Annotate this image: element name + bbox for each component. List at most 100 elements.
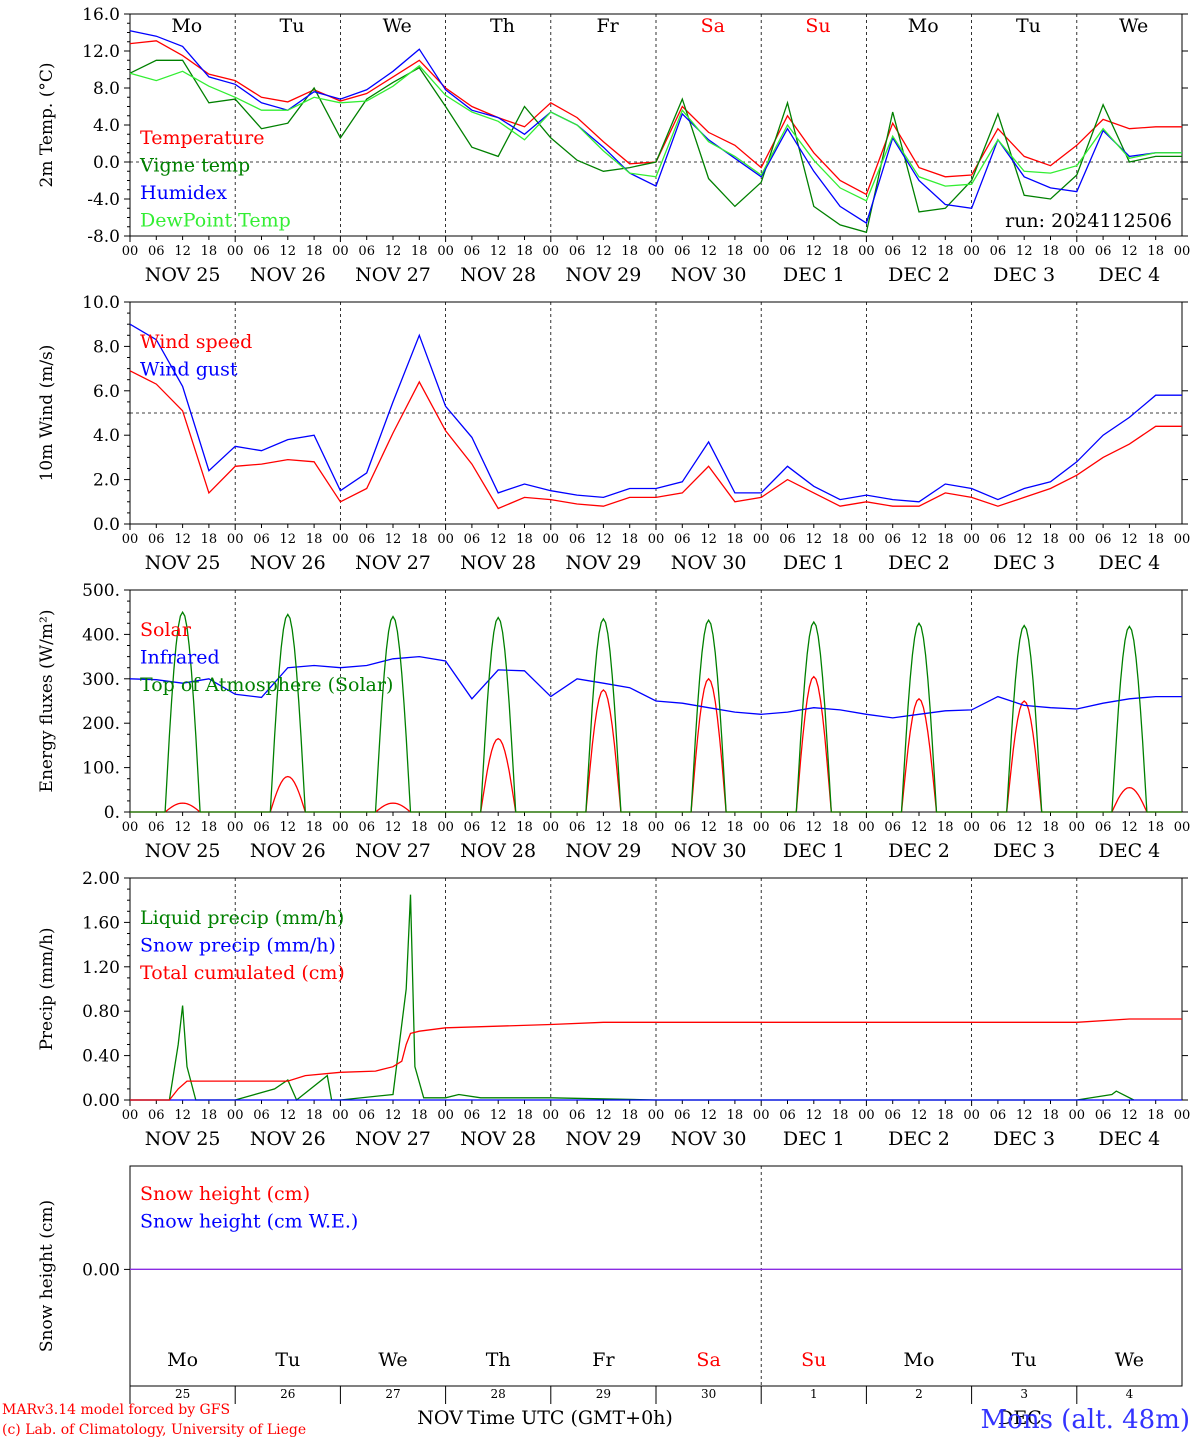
x-date-label: NOV 27 (355, 552, 431, 574)
x-hour-label: 06 (779, 532, 796, 547)
x-hour-label: 00 (1174, 244, 1191, 259)
x-hour-label: 06 (148, 532, 165, 547)
y-tick-label: 0.0 (93, 153, 120, 173)
x-hour-label: 00 (227, 1108, 244, 1123)
x-date-label: NOV 26 (250, 840, 326, 862)
y-tick-label: 0.80 (82, 1002, 120, 1022)
x-hour-label: 12 (174, 244, 191, 259)
x-date-label: NOV 29 (565, 1128, 641, 1150)
x-hour-label: 00 (963, 1108, 980, 1123)
x-hour-label: 06 (1095, 244, 1112, 259)
x-hour-label: 00 (858, 1108, 875, 1123)
weekday-label: Th (490, 15, 515, 37)
x-date-label: DEC 2 (888, 552, 950, 574)
x-hour-label: 00 (753, 532, 770, 547)
legend-entry: Snow precip (mm/h) (140, 935, 336, 957)
x-hour-label: 18 (201, 532, 218, 547)
legend-entry: Top of Atmosphere (Solar) (140, 674, 393, 696)
series-line-infrared (129, 655, 1182, 719)
x-hour-label: 06 (1095, 1108, 1112, 1123)
x-hour-label: 06 (569, 532, 586, 547)
x-hour-label: 18 (1147, 820, 1164, 835)
x-hour-label: 18 (411, 244, 428, 259)
x-hour-label: 12 (806, 820, 823, 835)
x-hour-label: 06 (884, 244, 901, 259)
x-hour-label: 06 (358, 532, 375, 547)
legend-entry: Snow height (cm) (140, 1183, 310, 1205)
x-hour-label: 18 (1147, 1108, 1164, 1123)
x-hour-label: 12 (1121, 532, 1138, 547)
x-date-label: DEC 1 (783, 264, 845, 286)
weekday-label: Fr (596, 15, 619, 37)
y-tick-label: -4.0 (87, 190, 120, 210)
x-date-label: DEC 2 (888, 264, 950, 286)
x-hour-label: 18 (306, 532, 323, 547)
month-label: DEC (998, 1407, 1042, 1429)
x-date-label: DEC 3 (993, 840, 1055, 862)
x-hour-label: 18 (411, 532, 428, 547)
x-hour-label: 06 (358, 244, 375, 259)
x-hour-label: 12 (806, 1108, 823, 1123)
x-date-label: NOV 28 (460, 1128, 536, 1150)
x-hour-label: 06 (674, 244, 691, 259)
x-hour-label: 00 (648, 820, 665, 835)
weekday-label: Sa (701, 15, 725, 37)
x-hour-label: 00 (1069, 532, 1086, 547)
weekday-label: Mo (171, 15, 202, 37)
x-hour-label: 06 (884, 1108, 901, 1123)
weekday-label: Th (486, 1349, 511, 1371)
day-number-label: 3 (1020, 1387, 1028, 1401)
day-number-label: 25 (175, 1387, 190, 1401)
legend-entry: Solar (140, 619, 192, 641)
x-date-label: NOV 26 (250, 1128, 326, 1150)
y-tick-label: 8.0 (93, 79, 120, 99)
y-tick-label: 0.00 (82, 1091, 120, 1111)
y-tick-label: 10.0 (82, 293, 120, 313)
x-date-label: NOV 25 (145, 264, 221, 286)
x-hour-label: 00 (1069, 244, 1086, 259)
x-hour-label: 12 (174, 820, 191, 835)
y-tick-label: 16.0 (82, 5, 120, 25)
x-hour-label: 12 (1016, 820, 1033, 835)
x-hour-label: 06 (990, 1108, 1007, 1123)
day-number-label: 2 (915, 1387, 923, 1401)
x-date-label: DEC 4 (1099, 552, 1161, 574)
x-hour-label: 18 (937, 1108, 954, 1123)
x-hour-label: 06 (779, 244, 796, 259)
x-hour-label: 18 (306, 820, 323, 835)
x-date-label: NOV 28 (460, 264, 536, 286)
y-tick-label: 100. (82, 759, 120, 779)
day-number-label: 4 (1126, 1387, 1134, 1401)
x-hour-label: 18 (727, 244, 744, 259)
x-date-label: NOV 27 (355, 264, 431, 286)
x-hour-label: 18 (1042, 820, 1059, 835)
x-hour-label: 12 (1016, 244, 1033, 259)
x-hour-label: 00 (753, 244, 770, 259)
x-hour-label: 12 (385, 820, 402, 835)
x-hour-label: 12 (385, 1108, 402, 1123)
day-number-label: 29 (596, 1387, 611, 1401)
x-hour-label: 18 (1042, 244, 1059, 259)
x-hour-label: 12 (911, 820, 928, 835)
x-hour-label: 00 (543, 1108, 560, 1123)
weekday-label: Mo (908, 15, 939, 37)
x-hour-label: 06 (464, 244, 481, 259)
x-date-label: NOV 29 (565, 840, 641, 862)
x-hour-label: 18 (621, 532, 638, 547)
x-date-label: NOV 30 (671, 264, 747, 286)
x-hour-label: 12 (1016, 532, 1033, 547)
x-hour-label: 00 (122, 1108, 139, 1123)
x-date-label: NOV 27 (355, 840, 431, 862)
x-date-label: NOV 29 (565, 264, 641, 286)
x-date-label: DEC 4 (1099, 840, 1161, 862)
x-date-label: NOV 29 (565, 552, 641, 574)
x-hour-label: 12 (385, 532, 402, 547)
x-hour-label: 12 (1121, 820, 1138, 835)
weekday-label: Mo (167, 1349, 198, 1371)
x-hour-label: 18 (201, 1108, 218, 1123)
x-hour-label: 06 (464, 1108, 481, 1123)
x-date-label: NOV 30 (671, 552, 747, 574)
weekday-label: We (378, 1349, 407, 1371)
y-axis-label: Energy fluxes (W/m²) (37, 610, 57, 793)
